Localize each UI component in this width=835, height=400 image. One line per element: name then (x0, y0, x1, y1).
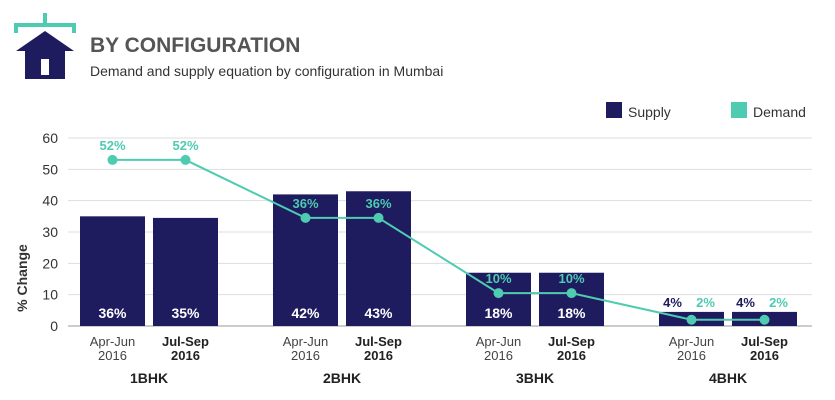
y-tick-label: 0 (50, 318, 58, 334)
y-axis-title: % Change (14, 244, 30, 312)
page-subtitle: Demand and supply equation by configurat… (90, 63, 443, 79)
house-icon-door (41, 59, 49, 75)
supply-bar (153, 217, 218, 326)
y-tick-label: 30 (42, 224, 58, 240)
house-icon-right-post (72, 23, 76, 33)
x-period-label: Jul-Sep (355, 334, 402, 349)
demand-point-label: 10% (485, 271, 511, 286)
legend-label-supply: Supply (628, 104, 671, 120)
demand-point-label: 52% (172, 138, 198, 153)
y-tick-label: 50 (42, 161, 58, 177)
x-period-label: 2016 (291, 348, 320, 363)
x-period-label: Jul-Sep (741, 334, 788, 349)
legend: Supply Demand (606, 102, 806, 120)
y-tick-label: 60 (42, 130, 58, 146)
x-axis-labels: Apr-Jun2016Jul-Sep2016Apr-Jun2016Jul-Sep… (90, 334, 788, 386)
supply-bar-label: 43% (364, 305, 393, 321)
supply-bar-label: 42% (291, 305, 320, 321)
demand-point-label: 36% (292, 196, 318, 211)
demand-point-label: 2% (696, 295, 715, 310)
supply-bar-label: 35% (171, 305, 200, 321)
house-icon-roof (16, 31, 74, 51)
x-period-label: Apr-Jun (476, 334, 522, 349)
page-title: BY CONFIGURATION (90, 34, 300, 57)
supply-bar (80, 216, 145, 326)
y-tick-label: 10 (42, 287, 58, 303)
supply-bar (539, 272, 604, 326)
x-period-label: Apr-Jun (90, 334, 136, 349)
demand-line-path (112, 158, 765, 321)
house-icon (14, 13, 76, 79)
demand-point (180, 154, 191, 165)
x-group-label: 4BHK (709, 370, 747, 386)
x-period-label: Jul-Sep (548, 334, 595, 349)
demand-point-label: 10% (558, 271, 584, 286)
supply-bar-label: 4% (736, 295, 755, 310)
demand-point (566, 288, 577, 299)
supply-bars: 36% 35% 42% 43% 18% 18% 4% 4% (80, 191, 797, 326)
demand-point (686, 314, 697, 325)
demand-point (107, 154, 118, 165)
x-period-label: 2016 (750, 348, 779, 363)
x-period-label: 2016 (557, 348, 586, 363)
demand-point (759, 314, 770, 325)
legend-swatch-demand (731, 102, 747, 118)
demand-point (300, 212, 311, 223)
demand-point (373, 212, 384, 223)
x-period-label: Apr-Jun (283, 334, 329, 349)
y-tick-label: 40 (42, 193, 58, 209)
demand-point (493, 288, 504, 299)
x-group-label: 2BHK (323, 370, 361, 386)
house-icon-hanger (43, 13, 47, 27)
x-period-label: 2016 (484, 348, 513, 363)
y-tick-label: 20 (42, 255, 58, 271)
house-icon-left-post (14, 23, 18, 33)
legend-label-demand: Demand (753, 104, 806, 120)
x-period-label: 2016 (364, 348, 393, 363)
x-period-label: 2016 (98, 348, 127, 363)
supply-bar-label: 18% (557, 305, 586, 321)
demand-point-label: 52% (99, 138, 125, 153)
y-axis-ticks: 0 10 20 30 40 50 60 (42, 130, 58, 334)
x-group-label: 1BHK (130, 370, 168, 386)
x-period-label: Apr-Jun (669, 334, 715, 349)
legend-swatch-supply (606, 102, 622, 118)
demand-point-label: 36% (365, 196, 391, 211)
x-period-label: 2016 (171, 348, 200, 363)
supply-bar-label: 4% (663, 295, 682, 310)
supply-bar-label: 36% (98, 305, 127, 321)
supply-bar-label: 18% (484, 305, 513, 321)
supply-bar (466, 272, 531, 326)
demand-line: 52% 52% 36% 36% 10% 10% 2% 2% (99, 138, 788, 325)
x-period-label: 2016 (677, 348, 706, 363)
x-group-label: 3BHK (516, 370, 554, 386)
x-period-label: Jul-Sep (162, 334, 209, 349)
demand-point-label: 2% (769, 295, 788, 310)
